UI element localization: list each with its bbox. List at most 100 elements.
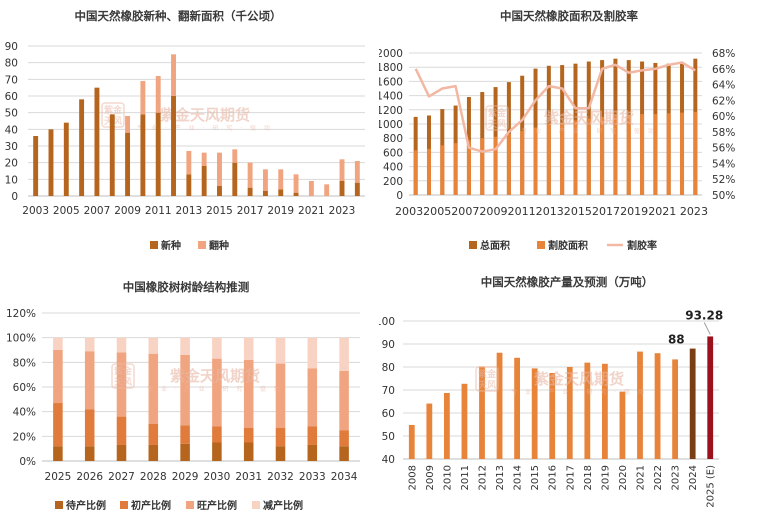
bar-segment-2030-初产比例 — [212, 426, 222, 443]
bar-segment-2027-初产比例 — [116, 416, 127, 445]
bar-2010 — [443, 392, 450, 459]
y-tick-label: 50 — [5, 108, 18, 120]
bar-segment-2018-翻种 — [262, 169, 268, 191]
y-tick-label: 70 — [382, 385, 395, 397]
chart-title: 中国天然橡胶面积及割胶率 — [500, 9, 638, 23]
bar-segment-2023-翻种 — [339, 159, 345, 181]
legend-label: 初产比例 — [131, 499, 171, 512]
bar-tapping-2010 — [506, 133, 511, 195]
watermark-seal — [485, 105, 509, 131]
bar-segment-2031-减产比例 — [243, 337, 254, 360]
bar-tapping-2024 — [693, 111, 698, 195]
watermark-tagline: 专 业 · 产 业 · 研 究 · 驱 动 — [137, 124, 273, 132]
x-tick-label: 2021 — [298, 205, 325, 217]
bar-2015 — [531, 368, 538, 459]
x-tick-label: 2026 — [76, 471, 103, 483]
bar-segment-2020-新种 — [293, 192, 299, 196]
bar-tapping-2015 — [573, 120, 578, 195]
bar-segment-2027-减产比例 — [116, 337, 127, 353]
bar-segment-2028-旺产比例 — [148, 353, 159, 424]
chart-output-forecast: 中国天然橡胶产量及预测（万吨） 紫金 天风 紫金天风期货专 业 · 产 业 · 研 … — [379, 266, 757, 532]
x-tick-label: 2020 — [618, 465, 629, 490]
bar-segment-2032-减产比例 — [275, 337, 286, 364]
bar-segment-2026-待产比例 — [84, 446, 95, 461]
bar-segment-2029-初产比例 — [180, 425, 190, 444]
bar-segment-2022-翻种 — [324, 184, 330, 196]
x-tick-label: 2032 — [267, 471, 294, 483]
bar-segment-2023-新种 — [339, 181, 345, 196]
bar-tapping-2011 — [520, 131, 525, 195]
bar-2014 — [514, 357, 521, 459]
bar-segment-2018-新种 — [262, 191, 268, 196]
watermark-seal-text: 紫金 — [114, 365, 133, 377]
bar-segment-2012-新种 — [171, 96, 176, 196]
x-tick-label: 2015 — [206, 205, 233, 217]
x-tick-label: 2033 — [299, 471, 326, 483]
watermark-text: 紫金天风期货 — [544, 109, 634, 127]
watermark-tagline: 专 业 · 产 业 · 研 究 · 驱 动 — [511, 388, 647, 396]
y-right-tick-label: 52% — [712, 174, 735, 186]
bar-segment-2009-新种 — [125, 132, 131, 196]
y-right-tick-label: 54% — [712, 158, 735, 170]
x-tick-label: 2011 — [460, 465, 471, 490]
bar-segment-2030-减产比例 — [212, 337, 222, 359]
x-tick-label: 2009 — [114, 205, 141, 217]
y-right-tick-label: 56% — [712, 143, 735, 155]
bar-segment-2026-减产比例 — [84, 337, 95, 352]
y-tick-label: 100 — [379, 316, 395, 328]
bar-segment-2015-翻种 — [217, 152, 222, 186]
x-tick-label: 2015 — [530, 465, 541, 490]
y-tick-label: 80 — [5, 58, 18, 70]
y-left-tick-label: 200 — [383, 176, 403, 188]
watermark-text: 紫金天风期货 — [160, 106, 250, 124]
bar-tapping-2006 — [453, 143, 458, 195]
bar-tapping-2022 — [666, 113, 671, 195]
bar-segment-2032-待产比例 — [275, 446, 286, 461]
legend-label: 割胶率 — [627, 239, 657, 252]
x-tick-label: 2010 — [442, 465, 453, 490]
y-right-tick-label: 66% — [712, 64, 735, 76]
x-tick-label: 2013 — [495, 465, 506, 490]
x-tick-label: 2007 — [84, 205, 111, 217]
watermark-text: 紫金天风期货 — [534, 370, 624, 388]
legend-swatch — [150, 241, 158, 249]
bar-segment-2034-初产比例 — [339, 430, 349, 447]
bar-tapping-2016 — [586, 118, 591, 195]
y-left-tick-label: 2000 — [379, 48, 403, 60]
bar-segment-2003-新种 — [33, 136, 39, 196]
bar-segment-2034-旺产比例 — [339, 370, 349, 431]
bar-segment-2012-翻种 — [171, 54, 176, 96]
bar-2021 — [637, 351, 643, 459]
bar-2023 — [672, 359, 679, 459]
bar-tapping-2019 — [626, 114, 631, 195]
legend-swatch — [252, 501, 260, 509]
bar-tapping-2017 — [600, 116, 605, 195]
bar-segment-2017-翻种 — [247, 162, 253, 188]
bar-segment-2030-待产比例 — [212, 442, 222, 461]
bar-segment-2030-旺产比例 — [212, 358, 222, 427]
bar-tapping-2018 — [613, 115, 618, 195]
bar-segment-2010-翻种 — [140, 81, 146, 115]
x-tick-label: 2008 — [407, 465, 418, 490]
bar-2019 — [601, 363, 608, 459]
bar-2012 — [479, 366, 485, 459]
bar-segment-2010-新种 — [140, 114, 146, 196]
y-tick-label: 60 — [382, 408, 395, 420]
y-tick-label: 90 — [382, 339, 395, 351]
bar-2018 — [584, 362, 591, 459]
x-tick-label: 2034 — [331, 471, 358, 483]
chart-title: 中国橡胶树树龄结构推测 — [123, 280, 250, 294]
x-tick-label: 2014 — [513, 465, 524, 490]
bar-2017 — [566, 367, 573, 459]
x-tick-label: 2009 — [425, 465, 436, 490]
x-tick-label: 2022 — [653, 465, 664, 490]
legend-label: 割胶面积 — [548, 239, 588, 252]
bar-segment-2011-新种 — [155, 112, 161, 196]
bar-segment-2011-翻种 — [155, 76, 161, 113]
x-tick-label: 2025 — [45, 471, 72, 483]
bar-segment-2020-翻种 — [293, 174, 299, 193]
